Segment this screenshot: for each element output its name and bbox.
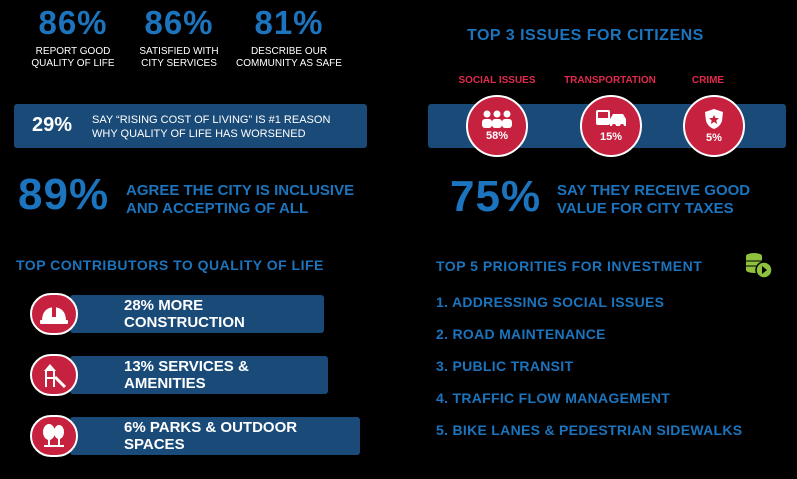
issue-crime: 5% xyxy=(683,95,745,157)
priority-item: 2. ROAD MAINTENANCE xyxy=(436,326,606,342)
inclusive-text: AGREE THE CITY IS INCLUSIVE AND ACCEPTIN… xyxy=(126,182,355,217)
contributor-label: 6% PARKS & OUTDOOR SPACES xyxy=(70,417,360,455)
priority-item: 3. PUBLIC TRANSIT xyxy=(436,358,574,374)
issue-social: 58% xyxy=(466,95,528,157)
contributor-item: 28% MORE CONSTRUCTION xyxy=(30,293,325,335)
priority-item: 4. TRAFFIC FLOW MANAGEMENT xyxy=(436,390,671,406)
priority-item: 5. BIKE LANES & PEDESTRIAN SIDEWALKS xyxy=(436,422,743,438)
trees-bench-icon xyxy=(30,415,78,457)
issue-value: 15% xyxy=(599,131,623,143)
contributor-label: 13% SERVICES & AMENITIES xyxy=(70,356,328,394)
contributors-heading: TOP CONTRIBUTORS TO QUALITY OF LIFE xyxy=(16,257,324,273)
hard-hat-icon xyxy=(30,293,78,335)
priorities-heading: TOP 5 PRIORITIES FOR INVESTMENT xyxy=(436,258,703,274)
stat-value: 86% xyxy=(144,4,214,41)
police-badge-icon xyxy=(705,109,723,129)
coins-icon xyxy=(744,250,774,280)
vehicles-icon xyxy=(596,110,626,128)
stat-label: SATISFIED WITH CITY SERVICES xyxy=(139,46,219,69)
contributor-item: 13% SERVICES & AMENITIES xyxy=(30,354,330,396)
taxes-value: 75% xyxy=(450,172,542,221)
playground-icon xyxy=(30,354,78,396)
taxes-text: SAY THEY RECEIVE GOOD VALUE FOR CITY TAX… xyxy=(557,182,751,217)
people-icon xyxy=(482,110,512,128)
issue-value: 5% xyxy=(706,132,722,144)
issue-label-crime: CRIME xyxy=(691,75,725,86)
stat-label: REPORT GOOD QUALITY OF LIFE xyxy=(31,46,115,69)
cost-value: 29% xyxy=(32,114,73,136)
stat-value: 86% xyxy=(38,4,108,41)
issue-value: 58% xyxy=(485,130,509,142)
stat-value: 81% xyxy=(254,4,324,41)
inclusive-value: 89% xyxy=(18,170,110,219)
issue-transportation: 15% xyxy=(580,95,642,157)
cost-of-living-banner: 29% SAY “RISING COST OF LIVING” IS #1 RE… xyxy=(14,104,367,148)
issue-label-transportation: TRANSPORTATION xyxy=(564,75,656,86)
contributor-item: 6% PARKS & OUTDOOR SPACES xyxy=(30,415,360,457)
priority-item: 1. ADDRESSING SOCIAL ISSUES xyxy=(436,294,665,310)
stat-label: DESCRIBE OUR COMMUNITY AS SAFE xyxy=(236,46,342,69)
issues-heading: TOP 3 ISSUES FOR CITIZENS xyxy=(467,27,704,44)
cost-text: SAY “RISING COST OF LIVING” IS #1 REASON… xyxy=(92,114,331,140)
issue-label-social: SOCIAL ISSUES xyxy=(458,75,536,86)
contributor-label: 28% MORE CONSTRUCTION xyxy=(70,295,324,333)
